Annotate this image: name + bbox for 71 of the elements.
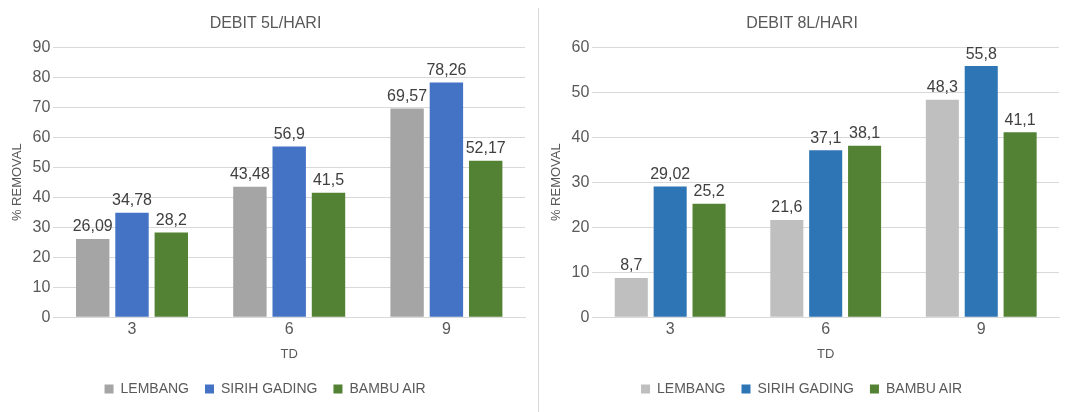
y-tick-label: 0 <box>41 307 51 325</box>
x-tick-label: 6 <box>284 320 294 338</box>
y-tick-label: 10 <box>32 277 51 295</box>
chart-title: DEBIT 5L/HARI <box>209 14 322 32</box>
data-label: 37,1 <box>810 128 842 146</box>
x-tick-label: 3 <box>127 320 137 338</box>
y-tick-label: 40 <box>32 187 51 205</box>
y-tick-label: 50 <box>571 82 590 100</box>
bar <box>115 212 149 317</box>
bar <box>614 278 648 317</box>
data-label: 21,6 <box>771 198 803 216</box>
y-tick-label: 70 <box>32 97 51 115</box>
data-label: 43,48 <box>229 165 271 183</box>
y-tick-label: 40 <box>571 127 590 145</box>
data-label: 55,8 <box>965 44 997 62</box>
legend-label: LEMBANG <box>120 379 189 396</box>
y-tick-label: 90 <box>32 37 51 55</box>
bar <box>1003 132 1037 317</box>
legend-label: SIRIH GADING <box>757 379 854 396</box>
x-axis-title: TD <box>280 345 298 361</box>
bar <box>964 66 998 317</box>
data-label: 69,57 <box>387 86 428 104</box>
y-tick-label: 60 <box>32 127 51 145</box>
bar <box>809 150 843 317</box>
x-tick-label: 6 <box>821 320 831 338</box>
bar <box>311 192 346 317</box>
legend-label: BAMBU AIR <box>349 379 426 396</box>
data-label: 8,7 <box>620 256 643 274</box>
bar <box>233 186 267 317</box>
data-label: 48,3 <box>926 78 959 96</box>
data-label: 41,1 <box>1004 110 1036 128</box>
data-label: 25,2 <box>693 182 725 200</box>
x-axis-title: TD <box>817 345 835 361</box>
bar <box>848 145 882 317</box>
y-tick-label: 80 <box>32 67 51 85</box>
data-label: 29,02 <box>650 165 691 183</box>
chart-title: DEBIT 8L/HARI <box>746 14 858 32</box>
y-axis-title: % REMOVAL <box>548 143 564 222</box>
bar <box>76 238 110 317</box>
y-tick-label: 20 <box>32 247 51 265</box>
x-tick-label: 9 <box>976 320 986 338</box>
y-tick-label: 20 <box>571 217 590 235</box>
bar <box>154 232 188 317</box>
data-label: 52,17 <box>465 139 506 157</box>
data-label: 38,1 <box>849 124 881 142</box>
bar <box>469 160 503 317</box>
y-tick-label: 50 <box>32 157 51 175</box>
bar <box>390 108 424 317</box>
y-tick-label: 0 <box>580 307 590 325</box>
bar <box>653 186 687 317</box>
data-label: 78,26 <box>426 60 467 78</box>
legend-label: BAMBU AIR <box>885 379 963 396</box>
y-tick-label: 30 <box>571 172 590 190</box>
legend-label: SIRIH GADING <box>221 379 318 396</box>
data-label: 28,2 <box>155 211 187 229</box>
bar <box>692 203 726 317</box>
y-tick-label: 10 <box>571 262 590 280</box>
x-tick-label: 3 <box>665 320 675 338</box>
legend-label: LEMBANG <box>657 379 726 396</box>
data-label: 26,09 <box>72 217 113 235</box>
y-axis-title: % REMOVAL <box>9 143 25 222</box>
y-tick-label: 30 <box>32 217 51 235</box>
y-tick-label: 60 <box>571 37 590 55</box>
data-label: 41,5 <box>312 171 345 189</box>
bar <box>272 146 306 317</box>
bar <box>429 82 464 317</box>
bar <box>770 220 804 317</box>
bar <box>925 99 959 317</box>
data-label: 34,78 <box>111 191 153 209</box>
x-tick-label: 9 <box>441 320 451 338</box>
data-label: 56,9 <box>273 124 305 142</box>
